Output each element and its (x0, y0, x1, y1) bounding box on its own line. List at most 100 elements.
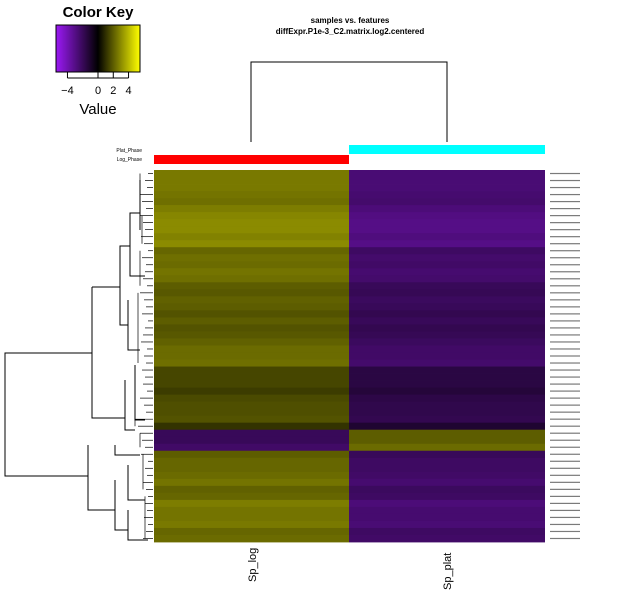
heatmap-cell (154, 457, 349, 466)
row-label (550, 509, 580, 512)
row-label (550, 215, 580, 217)
row-dendrogram-bottom-cluster (87, 445, 115, 511)
heatmap-cell (349, 212, 545, 220)
color-key-tick-label: 0 (95, 85, 101, 97)
row-label (550, 320, 580, 322)
heatmap-cell (154, 366, 349, 374)
row-dendrogram-top-cluster (91, 287, 125, 419)
heatmap-cell (349, 471, 545, 480)
row-label (550, 516, 580, 519)
row-label (550, 439, 580, 441)
heatmap-cell (349, 478, 545, 487)
row-dendrogram-branch (92, 245, 130, 288)
row-label (550, 257, 580, 259)
heatmap-cell (349, 310, 545, 318)
heatmap-cell (154, 275, 349, 283)
heatmap-cell (349, 219, 545, 227)
heatmap-cell (154, 373, 349, 381)
heatmap-cell (349, 401, 545, 410)
row-label (550, 341, 580, 343)
heatmap-cell (349, 443, 545, 452)
row-label (550, 313, 580, 315)
row-label (550, 411, 580, 413)
heatmap-cell (349, 380, 545, 388)
heatmap-cell (349, 324, 545, 332)
heatmap-cell (349, 506, 545, 515)
heatmap-cell (154, 359, 349, 367)
row-label (550, 200, 580, 203)
color-key: Color Key −4 0 2 4 Value (55, 4, 141, 118)
heatmap-cell (349, 331, 545, 339)
row-dendrogram-root (4, 352, 92, 477)
heatmap-cell (349, 191, 545, 199)
heatmap-cell (154, 492, 349, 501)
heatmap-cell (154, 191, 349, 199)
row-dendrogram-branch (127, 300, 140, 351)
heatmap-cell (154, 310, 349, 318)
heatmap-cell (154, 415, 349, 424)
heatmap-cell (154, 380, 349, 388)
row-label (550, 292, 580, 294)
heatmap-cell (154, 331, 349, 339)
heatmap-cell (349, 415, 545, 424)
heatmap-cell (349, 296, 545, 304)
heatmap-cell (154, 177, 349, 185)
row-label (550, 397, 580, 399)
heatmap-cell (154, 282, 349, 290)
heatmap-cell (349, 261, 545, 269)
heatmap-cell (349, 436, 545, 445)
heatmap-cell (349, 345, 545, 353)
heatmap-cell (349, 485, 545, 494)
row-dendrogram-branch (127, 510, 148, 541)
row-label (550, 306, 580, 308)
heatmap-cell (349, 387, 545, 395)
row-label (550, 355, 580, 357)
column-annotation: Plat_Phase Log_Phase (116, 145, 545, 164)
heatmap-cell (154, 219, 349, 227)
heatmap-cell (349, 170, 545, 178)
heatmap-cell (349, 366, 545, 374)
heatmap-cell (154, 485, 349, 494)
heatmap-cell (154, 464, 349, 473)
chart-title: samples vs. features (310, 16, 390, 25)
heatmap-cell (154, 289, 349, 297)
heatmap-cell (154, 170, 349, 178)
heatmap-cell (154, 184, 349, 192)
row-dendrogram-branch (127, 465, 145, 501)
row-label (550, 481, 580, 483)
row-label (550, 285, 580, 287)
row-dendrogram (4, 180, 148, 541)
heatmap-cell (349, 275, 545, 283)
row-labels (550, 172, 580, 540)
heatmap-cell (349, 450, 545, 459)
heatmap-cell (349, 499, 545, 508)
heatmap-cell (154, 443, 349, 452)
heatmap-cell (154, 247, 349, 255)
row-dendrogram-branch (114, 480, 128, 531)
row-label (550, 236, 580, 238)
heatmap-cell (154, 478, 349, 487)
row-label (550, 243, 580, 245)
row-label (550, 488, 580, 490)
heatmap-cell (154, 506, 349, 515)
heatmap-cell (349, 513, 545, 522)
row-label (550, 348, 580, 350)
color-key-gradient (55, 24, 141, 73)
color-key-tick-label: 2 (110, 85, 116, 97)
heatmap-cell (349, 373, 545, 381)
heatmap-cell (154, 422, 349, 431)
heatmap-cell (349, 422, 545, 431)
annotation-label-plat: Plat_Phase (116, 148, 142, 154)
row-label (550, 390, 580, 392)
heatmap-cell (154, 254, 349, 262)
row-label (550, 193, 580, 196)
row-label (550, 460, 580, 462)
row-label (550, 376, 580, 378)
heatmap-cell (349, 492, 545, 501)
row-label (550, 523, 580, 526)
heatmap-cell (154, 401, 349, 410)
row-label (550, 327, 580, 329)
row-label (550, 369, 580, 371)
heatmap-cell (154, 212, 349, 220)
heatmap-cell (349, 198, 545, 206)
